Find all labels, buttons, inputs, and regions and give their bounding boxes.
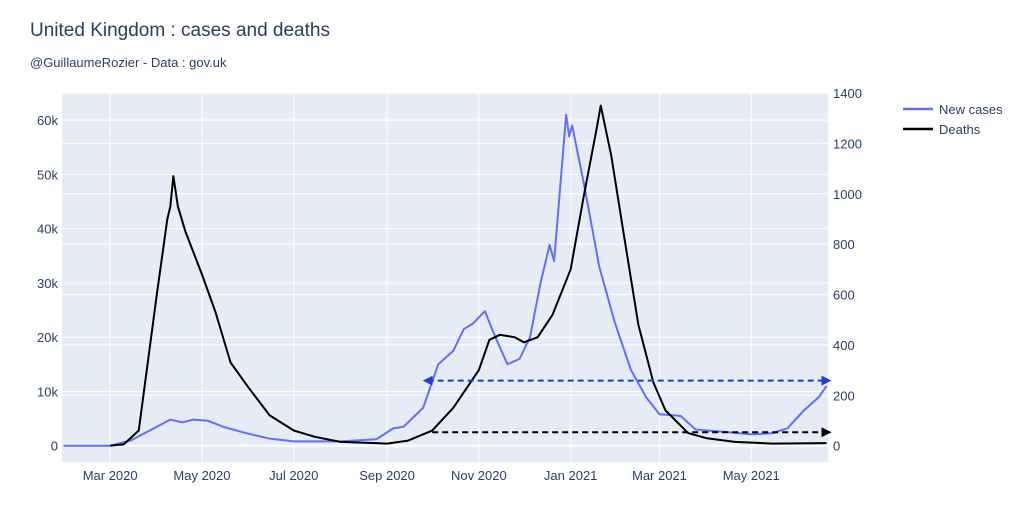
y-right-tick-label: 1200 [833,136,862,151]
y-left-tick-label: 0 [51,439,58,454]
y-left-tick-label: 30k [37,276,58,291]
legend-label: New cases [939,102,1003,117]
y-left-tick-label: 40k [37,222,58,237]
y-left-tick-label: 10k [37,384,58,399]
y-left-tick-label: 60k [37,113,58,128]
chart-title: United Kingdom : cases and deaths [30,20,330,41]
x-tick-label: Jan 2021 [544,468,598,483]
x-tick-label: May 2020 [173,468,230,483]
y-left-tick-label: 20k [37,330,58,345]
y-right-tick-label: 1400 [833,86,862,101]
x-tick-label: Jul 2020 [269,468,318,483]
legend-label: Deaths [939,122,981,137]
y-right-tick-label: 200 [833,388,855,403]
y-right-tick-label: 800 [833,237,855,252]
y-left-tick-label: 50k [37,167,58,182]
plot-background [62,93,828,462]
x-tick-label: Nov 2020 [451,468,507,483]
series-line-new-cases [63,113,828,447]
x-tick-label: Mar 2020 [83,468,138,483]
x-tick-label: Sep 2020 [359,468,415,483]
chart-subtitle: @GuillaumeRozier - Data : gov.uk [30,55,227,70]
x-tick-label: May 2021 [723,468,780,483]
y-right-tick-label: 400 [833,338,855,353]
y-right-tick-label: 1000 [833,187,862,202]
y-right-tick-label: 0 [833,439,840,454]
x-tick-label: Mar 2021 [632,468,687,483]
series-line-deaths [110,104,827,447]
y-right-tick-label: 600 [833,288,855,303]
